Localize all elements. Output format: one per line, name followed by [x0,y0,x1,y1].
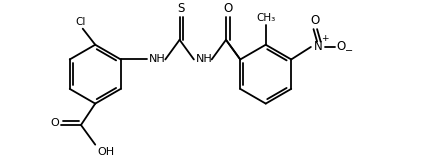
Text: CH₃: CH₃ [256,13,275,23]
Text: O: O [337,40,346,53]
Text: −: − [345,46,353,56]
Text: O: O [223,2,232,15]
Text: O: O [50,118,59,128]
Text: OH: OH [97,147,114,157]
Text: +: + [320,33,328,43]
Text: N: N [313,40,322,53]
Text: O: O [311,14,320,27]
Text: S: S [178,2,185,15]
Text: NH: NH [196,55,213,64]
Text: Cl: Cl [76,17,86,27]
Text: NH: NH [149,55,166,64]
